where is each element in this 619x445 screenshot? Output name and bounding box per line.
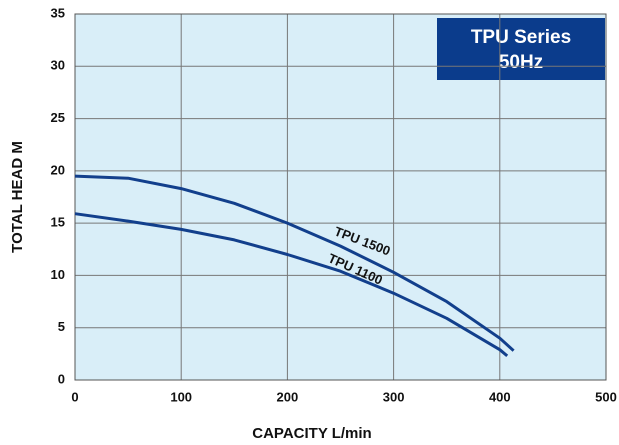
x-tick-label: 100: [170, 389, 192, 404]
x-tick-label: 0: [71, 389, 78, 404]
y-axis-label: TOTAL HEAD M: [9, 141, 26, 253]
x-tick-label: 500: [595, 389, 617, 404]
y-tick-label: 20: [51, 162, 65, 177]
chart-title: 50Hz: [499, 52, 543, 73]
y-tick-label: 35: [51, 5, 65, 20]
y-tick-label: 25: [51, 110, 65, 125]
plot-border: [74, 13, 607, 381]
y-tick-label: 15: [51, 215, 65, 230]
y-tick-label: 10: [51, 267, 65, 282]
x-tick-label: 400: [489, 389, 511, 404]
x-tick-label: 300: [383, 389, 405, 404]
y-tick-label: 0: [58, 371, 65, 386]
series-line: [74, 174, 515, 352]
y-tick-label: 30: [51, 58, 65, 73]
title-box: [437, 18, 605, 80]
y-tick-label: 5: [58, 319, 65, 334]
x-tick-label: 200: [277, 389, 299, 404]
series-line: [74, 212, 509, 358]
chart-title: TPU Series: [471, 27, 571, 48]
x-axis-label: CAPACITY L/min: [252, 425, 371, 442]
